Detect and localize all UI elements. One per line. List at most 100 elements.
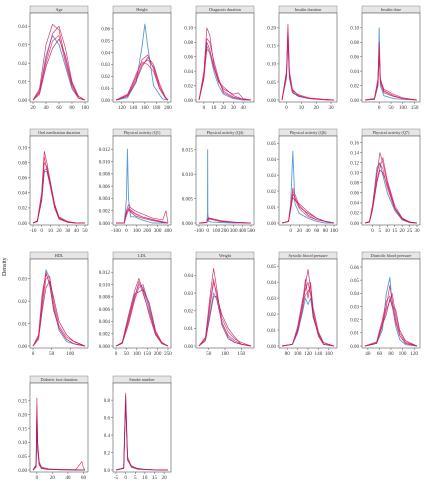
y-tick-label: 0.006 [99,308,111,313]
x-tick-label: 200 [221,228,229,234]
chart-panel-13: Systolic blood pressure 80 100 120 140 160 0.0… [267,251,338,357]
density-line-0 [198,149,251,224]
density-line-4 [32,271,86,347]
density-line-2 [32,406,86,471]
y-tick-label: 0.03 [267,297,276,302]
y-tick-label: 0.000 [99,222,111,227]
x-tick-label: 200 [164,105,172,111]
y-tick-label: 0.10 [18,441,27,446]
x-tick-label: 120 [118,105,126,111]
y-tick-label: 0.00 [184,99,193,104]
y-tick-label: 0.02 [101,75,110,80]
y-tick-label: 0.04 [267,281,276,286]
x-tick-label: 0 [285,105,288,111]
x-tick-label: 20 [162,475,168,481]
x-tick-label: -100 [194,228,204,234]
y-tick-label: 0.03 [18,43,27,48]
x-tick-label: 120 [410,351,418,357]
chart-panel-15: Diabetic foot duration 0 20 40 60 0.00 0.05 0.1… [18,375,89,481]
x-tick-label: -100 [111,228,121,234]
x-tick-label: 80 [323,228,329,234]
y-tick-label: 0.012 [99,148,111,153]
y-tick-label: 0.01 [101,87,110,92]
x-tick-label: 140 [129,105,137,111]
y-tick-label: 0.10 [18,146,27,151]
y-tick-label: 0.04 [18,25,27,30]
y-tick-label: 0.02 [267,190,276,195]
y-tick-label: 0.25 [18,400,27,405]
y-tick-label: 0.0 [104,469,111,474]
density-line-4 [115,61,169,101]
y-tick-label: 0.08 [350,182,359,187]
plot-frame [195,135,255,226]
plot-frame [361,135,421,226]
y-tick-label: 0.02 [267,313,276,318]
y-tick-label: 0.03 [350,305,359,310]
y-tick-label: 0.03 [184,292,193,297]
density-line-4 [115,281,169,347]
y-tick-label: 0.20 [267,27,276,32]
plot-frame [278,135,338,226]
y-tick-label: 0.2 [104,451,111,456]
y-tick-label: 0.02 [184,84,193,89]
x-tick-label: 10 [211,105,217,111]
y-tick-label: 0.04 [350,202,359,207]
density-line-3 [115,56,169,101]
y-tick-label: 0.00 [18,99,27,104]
x-tick-label: 150 [411,105,419,111]
plot-frame [112,258,172,349]
y-tick-label: 0.01 [18,80,27,85]
x-tick-label: 100 [221,351,229,357]
x-tick-label: 50 [388,105,394,111]
y-tick-label: 0.02 [184,309,193,314]
x-tick-label: 0 [378,105,381,111]
x-tick-label: 0 [206,228,209,234]
x-tick-label: 80 [388,351,394,357]
chart-panel-11: LDL 0 50 100 150 200 250 0.000 0.002 0.004 0.006 0.… [99,251,172,357]
x-tick-label: 60 [81,475,87,481]
x-tick-label: 400 [164,228,172,234]
y-tick-label: 0.05 [101,40,110,45]
x-tick-label: 0 [125,228,128,234]
x-tick-label: 15 [152,475,158,481]
y-tick-label: 0.005 [182,197,194,202]
y-tick-label: 0.02 [350,212,359,217]
x-tick-label: 20 [314,105,320,111]
y-tick-label: 0.10 [350,171,359,176]
panel-title: Diastolic blood pressure [371,253,412,258]
y-tick-label: 0.01 [184,327,193,332]
y-tick-label: 0.06 [18,177,27,182]
density-line-3 [115,289,169,347]
x-tick-label: 100 [66,351,74,357]
chart-panel-12: Weight 50 100 150 0.00 0.01 0.02 0.03 0.04 [184,251,255,357]
y-tick-label: 0.04 [350,292,359,297]
y-tick-label: 0.01 [18,322,27,327]
panel-title: Physical activity (Q1) [124,130,161,135]
x-tick-label: 100 [212,228,220,234]
y-tick-label: 0.6 [104,416,111,421]
y-tick-label: 0.02 [18,300,27,305]
x-tick-label: 180 [153,105,161,111]
x-tick-label: 30 [328,105,334,111]
x-tick-label: 300 [154,228,162,234]
x-tick-label: 40 [305,228,311,234]
density-line-1 [115,278,169,347]
y-tick-label: 0.03 [18,278,27,283]
x-tick-label: 160 [141,105,149,111]
chart-panel-16: Smoke number -5 0 5 10 15 20 0.0 0.2 0.4 0.6 0.8 [104,375,172,481]
y-tick-label: 0.00 [101,99,110,104]
x-tick-label: 200 [143,228,151,234]
y-tick-label: 0.006 [99,185,111,190]
density-line-2 [32,25,86,101]
x-tick-label: 40 [74,228,80,234]
density-line-3 [364,169,418,224]
y-tick-label: 0.15 [18,427,27,432]
x-tick-label: 160 [325,351,333,357]
density-line-3 [281,269,335,347]
y-tick-label: 0.04 [267,158,276,163]
x-tick-label: 10 [142,475,148,481]
y-tick-label: 0.015 [182,149,194,154]
plot-frame [112,382,172,473]
density-line-4 [364,163,418,224]
y-tick-label: 0.012 [99,271,111,276]
